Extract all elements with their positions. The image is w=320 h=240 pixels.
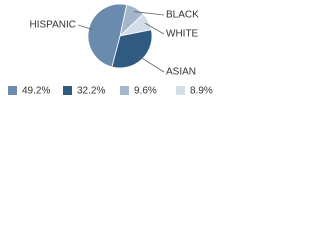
legend-swatch bbox=[176, 86, 185, 95]
leader-line bbox=[144, 22, 165, 35]
leader-line bbox=[133, 11, 165, 16]
slice-label: BLACK bbox=[166, 10, 199, 21]
legend-label: 9.6% bbox=[134, 86, 157, 97]
slice-label: HISPANIC bbox=[30, 20, 77, 31]
slice-label: WHITE bbox=[166, 29, 199, 40]
page: BLACK WHITE ASIAN HISPANIC 49.2% 32.2% 9.6% 8.9… bbox=[0, 0, 320, 100]
slice-label: ASIAN bbox=[166, 67, 196, 78]
legend-label: 32.2% bbox=[77, 86, 105, 97]
legend-label: 49.2% bbox=[22, 86, 50, 97]
leader-line bbox=[138, 56, 165, 73]
legend-swatch bbox=[120, 86, 129, 95]
chart: BLACK WHITE ASIAN HISPANIC 49.2% 32.2% 9.6% 8.9… bbox=[8, 3, 213, 97]
legend-swatch bbox=[8, 86, 17, 95]
legend-swatch bbox=[63, 86, 72, 95]
legend-label: 8.9% bbox=[190, 86, 213, 97]
leader-line bbox=[77, 24, 93, 30]
